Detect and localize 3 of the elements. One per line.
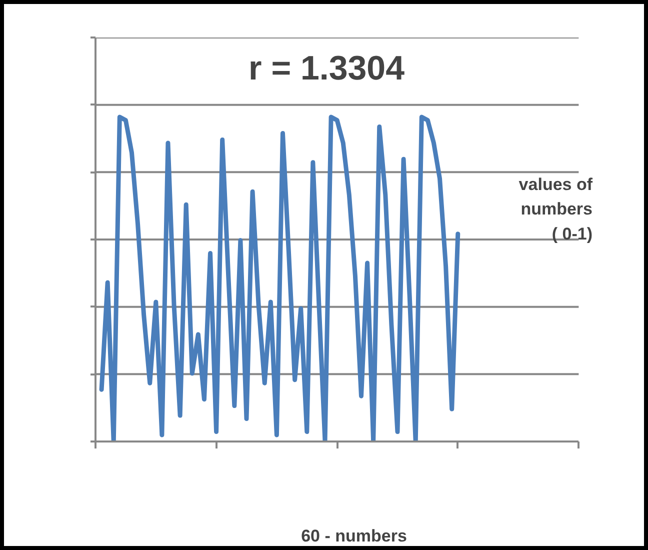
chart-title: r = 1.3304 [248,50,405,88]
x-axis-title: 60 - numbers [301,526,407,546]
y-axis-title: values of numbers ( 0-1) [518,174,593,244]
